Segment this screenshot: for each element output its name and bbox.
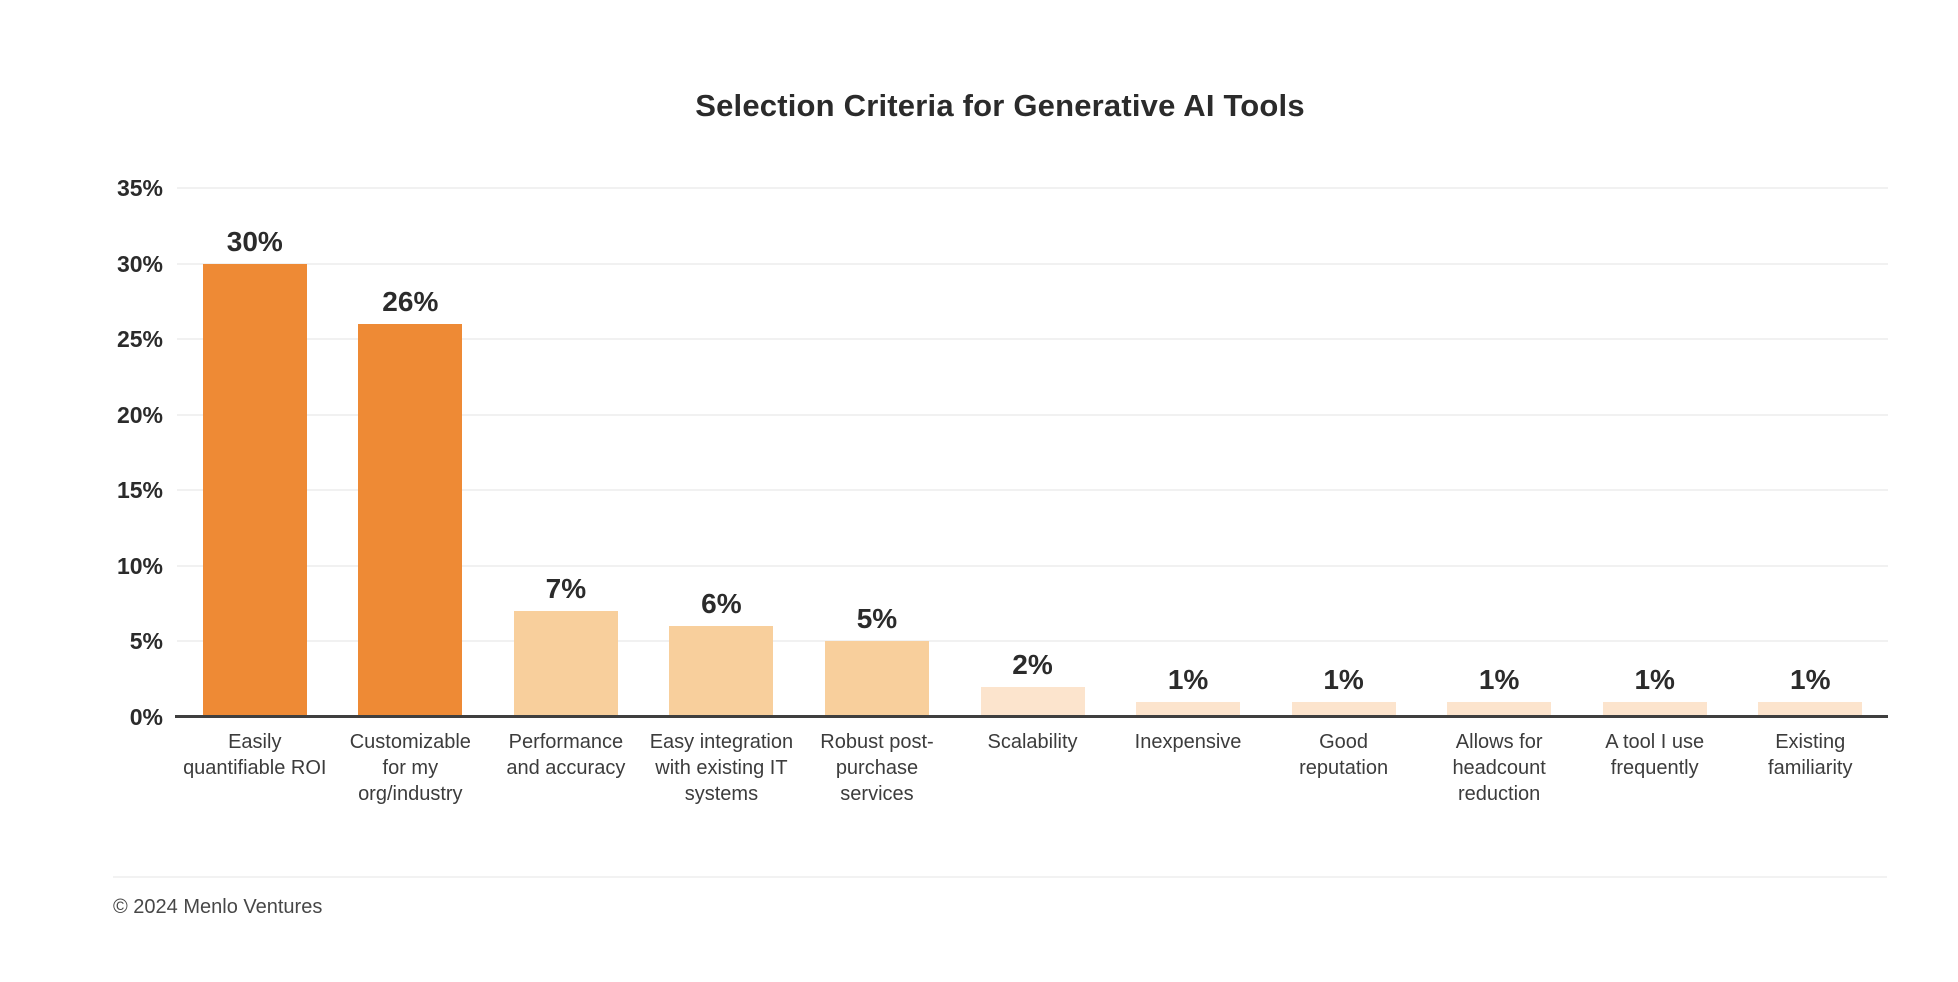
bar-value-label: 1% [1167, 663, 1209, 695]
x-axis-label: Customizable for my org/industry [349, 731, 471, 805]
y-tick-label-0: 0% [129, 704, 163, 730]
bar-value-label: 5% [856, 603, 898, 635]
gridline-35 [177, 187, 1888, 189]
bar-column: 1% [1110, 188, 1266, 717]
bar [669, 626, 774, 717]
bar [1602, 701, 1707, 717]
x-axis-label: Inexpensive [1134, 731, 1242, 753]
chart-title: Selection Criteria for Generative AI Too… [695, 88, 1305, 123]
x-axis-label: Existing familiarity [1768, 731, 1853, 779]
bar-column: 1% [1577, 188, 1733, 717]
x-axis-label: Scalability [987, 731, 1078, 753]
bar-column: 7% [488, 188, 644, 717]
bar [1758, 701, 1863, 717]
bar-columns: 30% 26% 7% 6% 5% 2% 1% 1% 1% 1% 1% [177, 188, 1888, 717]
gridline-10 [177, 564, 1888, 567]
bar-column: 1% [1421, 188, 1577, 717]
gridline-5 [177, 640, 1888, 643]
bar-column: 6% [644, 188, 800, 717]
bar-value-label: 1% [1634, 663, 1675, 695]
gridline-20 [177, 413, 1888, 416]
y-tick-label-30: 30% [116, 250, 163, 277]
bar-value-label: 1% [1478, 663, 1520, 695]
bar-column: 2% [955, 188, 1111, 717]
gridline-25 [177, 338, 1888, 341]
y-tick-label-20: 20% [116, 401, 163, 428]
bar-column: 1% [1266, 188, 1422, 717]
x-axis-label: Allows for headcount reduction [1452, 731, 1546, 805]
x-axis-label: A tool I use frequently [1605, 731, 1705, 779]
footer-divider [113, 876, 1887, 878]
bar-value-label: 2% [1012, 648, 1053, 680]
bar-value-label: 26% [382, 286, 439, 318]
x-axis-label: Robust post- purchase services [820, 731, 934, 805]
copyright-text: © 2024 Menlo Ventures [113, 896, 323, 918]
bar-value-label: 6% [701, 588, 742, 620]
bar-column: 30% [177, 188, 333, 717]
x-axis-line [175, 715, 1888, 718]
bar [202, 263, 307, 717]
plot-area: 30% 26% 7% 6% 5% 2% 1% 1% 1% 1% 1% [175, 187, 1888, 718]
bar-column: 5% [799, 188, 955, 717]
x-axis-label: Easy integration with existing IT system… [649, 731, 794, 805]
bar [824, 641, 929, 717]
gridline-15 [177, 489, 1888, 492]
bar-column: 26% [333, 188, 489, 717]
x-axis-label: Good reputation [1299, 731, 1389, 779]
y-tick-label-10: 10% [116, 552, 163, 579]
bar [1136, 701, 1241, 717]
y-tick-label-5: 5% [129, 628, 163, 655]
bar-value-label: 1% [1323, 663, 1364, 695]
bar [513, 611, 618, 717]
gridline-30 [177, 262, 1888, 265]
y-tick-label-15: 15% [116, 477, 163, 504]
x-axis-label: Easily quantifiable ROI [183, 731, 327, 779]
bar-value-label: 7% [545, 573, 587, 605]
bar [358, 324, 463, 717]
bar [980, 686, 1085, 717]
bar-column: 1% [1732, 188, 1888, 717]
y-tick-label-25: 25% [116, 326, 163, 353]
y-tick-label-35: 35% [116, 175, 163, 201]
bar [1291, 701, 1396, 717]
bar [1447, 701, 1552, 717]
bar-value-label: 1% [1790, 663, 1831, 695]
x-axis-labels: Easily quantifiable ROI Customizable for … [177, 729, 1888, 807]
x-axis-label: Performance and accuracy [506, 731, 626, 779]
bar-value-label: 30% [226, 225, 283, 257]
